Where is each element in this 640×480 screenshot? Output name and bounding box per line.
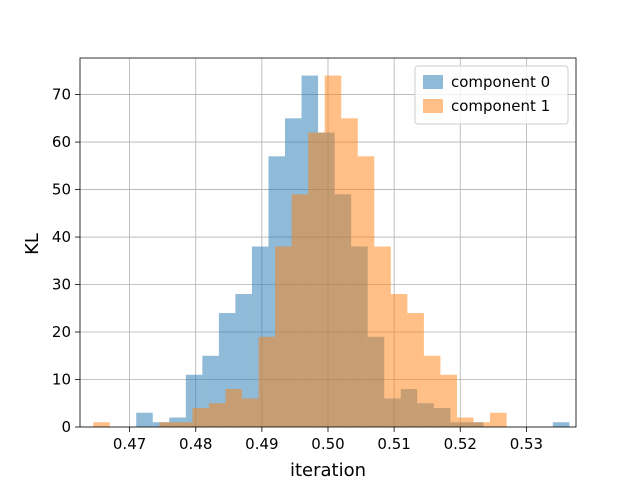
legend-swatch-0 <box>423 75 443 89</box>
bar-series1-0 <box>93 422 110 427</box>
legend-label-0: component 0 <box>451 73 550 91</box>
y-tick-label-0: 0 <box>61 418 71 436</box>
bar-series1-21 <box>490 412 507 427</box>
y-tick-label-7: 70 <box>52 86 71 104</box>
x-axis-label: iteration <box>290 460 366 480</box>
bar-series1-11 <box>324 75 342 428</box>
x-tick-label-1: 0.48 <box>179 435 212 453</box>
bar-series1-8 <box>275 246 292 427</box>
y-tick-label-3: 30 <box>52 276 71 294</box>
y-tick-label-1: 10 <box>52 371 71 389</box>
y-tick-label-6: 60 <box>52 133 71 151</box>
y-axis-label: KL <box>22 233 43 255</box>
bar-series1-10 <box>308 132 325 427</box>
x-tick-label-0: 0.47 <box>113 435 146 453</box>
bar-series1-17 <box>423 355 441 427</box>
x-tick-label-2: 0.49 <box>245 435 278 453</box>
bar-series1-7 <box>258 336 276 427</box>
bar-series1-15 <box>390 294 408 427</box>
bar-series1-16 <box>407 313 424 427</box>
bar-series1-4 <box>208 403 226 427</box>
bar-series0-21 <box>552 422 570 427</box>
plot-area: 0.47 0.48 0.49 0.50 0.51 0.52 0.53 0 10 20 30 40 50 6… <box>52 57 577 453</box>
y-tick-label-5: 50 <box>52 181 71 199</box>
bar-series1-6 <box>242 398 259 427</box>
bar-series1-13 <box>357 156 375 427</box>
bar-series1-2 <box>175 422 193 427</box>
bar-series1-14 <box>374 246 391 427</box>
legend-swatch-1 <box>423 99 443 113</box>
bar-series1-20 <box>473 422 491 427</box>
x-tick-label-4: 0.51 <box>377 435 410 453</box>
bar-series1-12 <box>341 118 358 427</box>
x-tick-label-3: 0.50 <box>311 435 344 453</box>
bar-series1-18 <box>440 374 457 427</box>
x-tick-label-6: 0.53 <box>510 435 543 453</box>
bar-series1-9 <box>291 194 309 427</box>
y-tick-label-2: 20 <box>52 323 71 341</box>
legend-box <box>414 65 569 125</box>
legend-label-1: component 1 <box>451 97 550 115</box>
bar-series1-19 <box>456 417 474 427</box>
bar-series0-0 <box>136 412 153 427</box>
y-tick-label-4: 40 <box>52 228 71 246</box>
bar-series1-5 <box>225 389 243 427</box>
bar-series1-3 <box>192 408 209 427</box>
x-tick-label-5: 0.52 <box>444 435 477 453</box>
bar-series1-1 <box>159 422 176 427</box>
